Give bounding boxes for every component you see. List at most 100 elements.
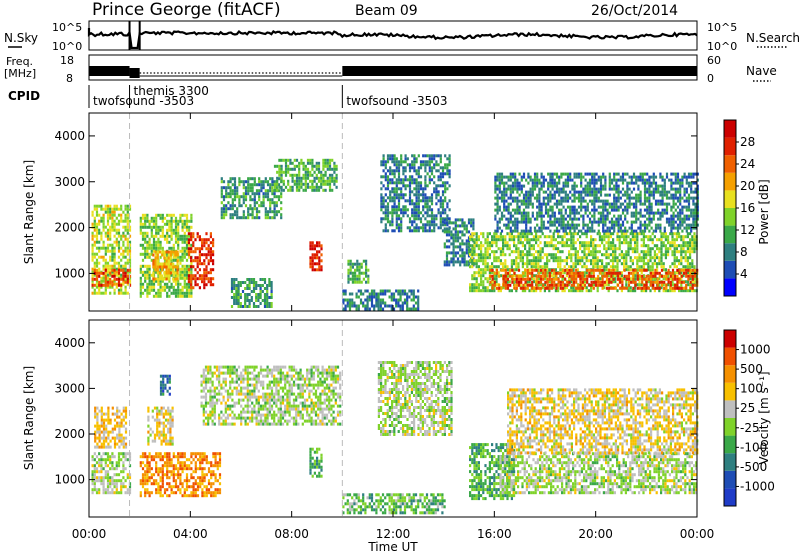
power-cell — [179, 294, 182, 298]
power-cell — [671, 241, 674, 245]
power-cell — [384, 193, 387, 197]
cpid-segment-label-0: twofsound -3503 — [93, 94, 194, 108]
power-cell — [566, 271, 569, 275]
power-cell — [150, 231, 153, 235]
power-cell — [514, 211, 517, 215]
power-cell — [535, 283, 538, 287]
power-cell — [148, 291, 151, 295]
power-cell — [247, 183, 250, 187]
power-cell — [671, 232, 674, 236]
power-cell — [102, 207, 105, 211]
power-cell — [381, 298, 385, 302]
power-cell — [608, 271, 611, 275]
power-cell — [126, 268, 129, 272]
power-cell — [448, 160, 451, 164]
power-cell — [209, 271, 212, 275]
power-cell — [680, 256, 683, 260]
power-cell — [568, 250, 571, 254]
power-cell — [106, 243, 110, 247]
power-cell — [316, 253, 319, 257]
power-cell — [280, 213, 283, 217]
power-cell — [233, 296, 236, 299]
power-cell — [568, 268, 571, 272]
power-cell — [627, 277, 631, 281]
power-cell — [139, 282, 142, 286]
power-cell — [333, 161, 336, 165]
power-cell — [452, 257, 455, 261]
power-cell — [471, 274, 474, 278]
power-cell — [253, 192, 256, 196]
power-cell — [248, 284, 251, 287]
power-cell — [508, 247, 511, 251]
power-cell — [555, 283, 558, 287]
power-cell — [507, 196, 510, 200]
power-cell — [544, 274, 547, 278]
power-cell — [459, 224, 462, 228]
power-cell — [480, 283, 483, 287]
power-cell — [504, 235, 507, 239]
power-cell — [542, 184, 545, 188]
power-cell — [141, 222, 145, 226]
power-cell — [441, 169, 445, 173]
power-cell — [448, 260, 451, 264]
power-cell — [461, 254, 464, 258]
power-cell — [322, 179, 325, 183]
power-cell — [156, 253, 159, 257]
power-cell — [443, 221, 446, 225]
power-cell — [313, 188, 316, 192]
power-cell — [411, 178, 414, 182]
power-cell — [569, 208, 572, 212]
power-cell — [390, 295, 393, 299]
power-cell — [649, 238, 652, 242]
power-cell — [404, 160, 407, 164]
power-cell — [102, 216, 105, 220]
power-cell — [167, 250, 170, 254]
power-cell — [489, 274, 492, 278]
power-cell — [124, 219, 127, 223]
power-cell — [124, 207, 127, 211]
power-cell — [555, 181, 559, 185]
power-cell — [313, 253, 316, 257]
power-cell — [176, 259, 179, 263]
power-cell — [614, 259, 617, 263]
power-cell — [146, 282, 149, 286]
power-cell — [686, 283, 689, 287]
power-cell — [596, 262, 599, 266]
power-cell — [642, 238, 645, 242]
power-cell — [255, 207, 259, 211]
power-cell — [185, 237, 189, 241]
power-cell — [509, 172, 512, 176]
power-cell — [375, 298, 378, 302]
power-cell — [689, 241, 692, 245]
power-cell — [671, 286, 675, 290]
power-cell — [647, 265, 650, 269]
power-cell — [592, 265, 595, 269]
power-cell — [510, 259, 513, 263]
power-cell — [553, 268, 556, 272]
power-cell — [242, 195, 245, 199]
power-cell — [381, 292, 385, 296]
power-cell — [656, 238, 659, 242]
power-cell — [253, 201, 256, 205]
power-cell — [393, 202, 396, 206]
power-cell — [359, 298, 363, 302]
power-cell — [551, 208, 554, 212]
power-cell — [306, 182, 310, 186]
power-cell — [588, 220, 592, 224]
power-cell — [686, 256, 689, 260]
power-cell — [467, 263, 471, 267]
power-cell — [389, 172, 392, 176]
power-cell — [583, 277, 587, 281]
power-cell — [413, 217, 416, 221]
power-cell — [569, 190, 572, 194]
power-cell — [275, 201, 278, 205]
power-cell — [158, 271, 162, 275]
power-cell — [113, 282, 116, 286]
power-cell — [609, 247, 612, 251]
power-cell — [280, 164, 283, 168]
power-cell — [163, 237, 167, 241]
power-cell — [627, 253, 630, 257]
power-cell — [266, 290, 269, 293]
power-cell — [209, 283, 212, 287]
power-cell — [167, 265, 170, 269]
